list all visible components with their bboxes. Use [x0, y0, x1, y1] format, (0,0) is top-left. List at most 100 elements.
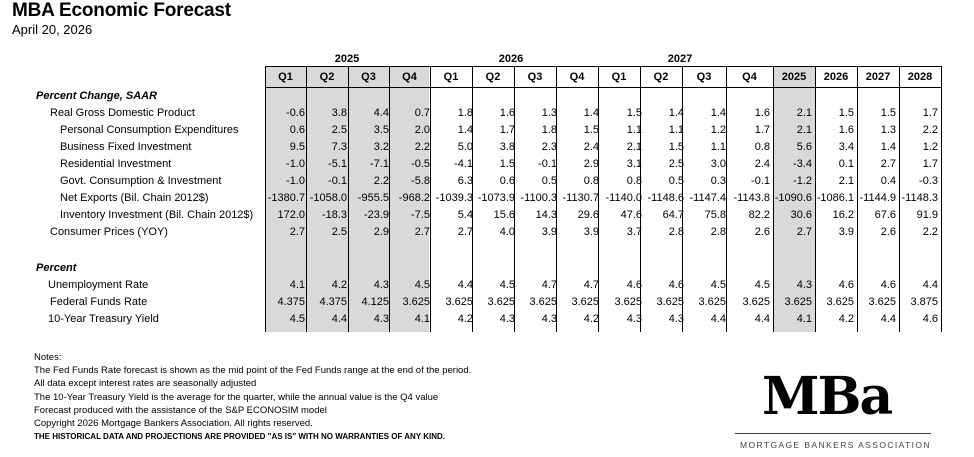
table-cell: -955.5 [357, 192, 389, 204]
column-divider [773, 66, 774, 332]
table-cell: 1.7 [922, 158, 938, 170]
table-cell: 0.5 [541, 175, 557, 187]
table-cell: 4.4 [457, 279, 473, 291]
table-cell: -1148.3 [901, 192, 939, 204]
table-cell: 4.5 [754, 279, 770, 291]
table-cell: -1143.8 [733, 192, 771, 204]
table-cell: 3.875 [910, 296, 938, 308]
table-cell: 2.7 [796, 226, 812, 238]
table-cell: 3.8 [331, 107, 347, 119]
table-cell: -1.0 [286, 175, 305, 187]
table-cell: -3.4 [793, 158, 812, 170]
table-cell: 2.4 [583, 141, 599, 153]
table-cell: 3.625 [571, 296, 599, 308]
table-cell: 82.2 [748, 209, 770, 221]
table-cell: -0.1 [751, 175, 770, 187]
table-cell: 0.8 [583, 175, 599, 187]
table-cell: 2.2 [373, 175, 389, 187]
table-cell: 1.2 [710, 124, 726, 136]
table-cell: 4.375 [277, 296, 305, 308]
column-header: Q1 [611, 71, 627, 83]
table-cell: 1.7 [499, 124, 515, 136]
table-cell: 3.4 [838, 141, 854, 153]
table-cell: 2.5 [331, 124, 347, 136]
table-cell: 0.7 [414, 107, 430, 119]
table-cell: 1.5 [668, 141, 684, 153]
column-header: Q4 [402, 71, 417, 83]
column-header: 2028 [907, 71, 933, 83]
table-cell: 2.7 [457, 226, 473, 238]
column-divider [815, 66, 816, 332]
column-divider [640, 66, 641, 332]
table-cell: -1130.7 [562, 192, 600, 204]
table-cell: 2.5 [331, 226, 347, 238]
note-line: All data except interest rates are seaso… [34, 378, 257, 390]
table-cell: 4.5 [414, 279, 430, 291]
logo-divider [735, 433, 931, 434]
table-cell: 2.9 [373, 226, 389, 238]
column-divider [389, 66, 390, 332]
table-cell: 3.625 [784, 296, 812, 308]
column-header: 2025 [781, 71, 807, 83]
table-cell: 2.7 [880, 158, 896, 170]
table-cell: -1.2 [793, 175, 812, 187]
column-header: Q2 [319, 71, 335, 83]
table-cell: 1.1 [626, 124, 642, 136]
row-label: Net Exports (Bil. Chain 2012$) [60, 192, 209, 204]
table-cell: 1.8 [457, 107, 473, 119]
table-cell: 91.9 [916, 209, 938, 221]
shade-2025-quarters [265, 66, 429, 332]
table-cell: 1.6 [499, 107, 515, 119]
table-cell: -7.1 [370, 158, 389, 170]
page-title: MBA Economic Forecast [12, 0, 231, 21]
table-cell: 3.9 [583, 226, 599, 238]
table-cell: 3.625 [402, 296, 430, 308]
table-cell: 2.6 [880, 226, 896, 238]
table-cell: -0.5 [411, 158, 430, 170]
table-cell: 2.1 [626, 141, 642, 153]
column-divider [726, 66, 727, 332]
table-cell: 3.625 [487, 296, 515, 308]
table-cell: 4.3 [373, 279, 389, 291]
table-cell: 1.6 [838, 124, 854, 136]
table-cell: -23.9 [363, 209, 389, 221]
table-cell: 5.0 [457, 141, 473, 153]
table-cell: 0.6 [499, 175, 515, 187]
note-line: Forecast produced with the assistance of… [34, 404, 327, 416]
table-cell: -1147.4 [689, 192, 727, 204]
table-cell: 1.5 [626, 107, 642, 119]
note-line: The Fed Funds Rate forecast is shown as … [34, 365, 472, 377]
table-cell: 15.6 [493, 209, 515, 221]
table-cell: -1380.7 [267, 192, 305, 204]
table-cell: -1090.6 [774, 192, 812, 204]
table-cell: 4.1 [796, 313, 812, 325]
column-header: Q4 [742, 71, 757, 83]
table-cell: 3.7 [626, 226, 642, 238]
table-cell: 4.4 [880, 313, 896, 325]
table-cell: 5.6 [796, 141, 812, 153]
table-cell: 3.625 [529, 296, 557, 308]
table-cell: 4.3 [668, 313, 684, 325]
column-divider [899, 66, 900, 332]
table-top-border [265, 66, 941, 67]
shade-2025-annual [773, 66, 815, 332]
column-header: Q4 [569, 71, 585, 83]
table-cell: -4.1 [454, 158, 473, 170]
row-label: Govt. Consumption & Investment [60, 175, 222, 187]
table-cell: 3.8 [499, 141, 515, 153]
table-cell: 4.4 [373, 107, 389, 119]
year-header-2026: 2026 [498, 53, 524, 65]
table-cell: 4.4 [754, 313, 770, 325]
table-cell: 4.3 [626, 313, 642, 325]
table-cell: -5.1 [328, 158, 347, 170]
table-cell: 4.375 [319, 296, 347, 308]
table-cell: 5.4 [457, 209, 473, 221]
row-label: Inventory Investment (Bil. Chain 2012$) [60, 209, 254, 221]
table-cell: 2.4 [754, 158, 770, 170]
table-cell: 2.2 [922, 124, 938, 136]
table-cell: 4.4 [710, 313, 726, 325]
table-cell: 3.625 [614, 296, 642, 308]
column-divider [430, 66, 431, 332]
table-cell: 1.7 [754, 124, 770, 136]
table-cell: 4.3 [373, 313, 389, 325]
